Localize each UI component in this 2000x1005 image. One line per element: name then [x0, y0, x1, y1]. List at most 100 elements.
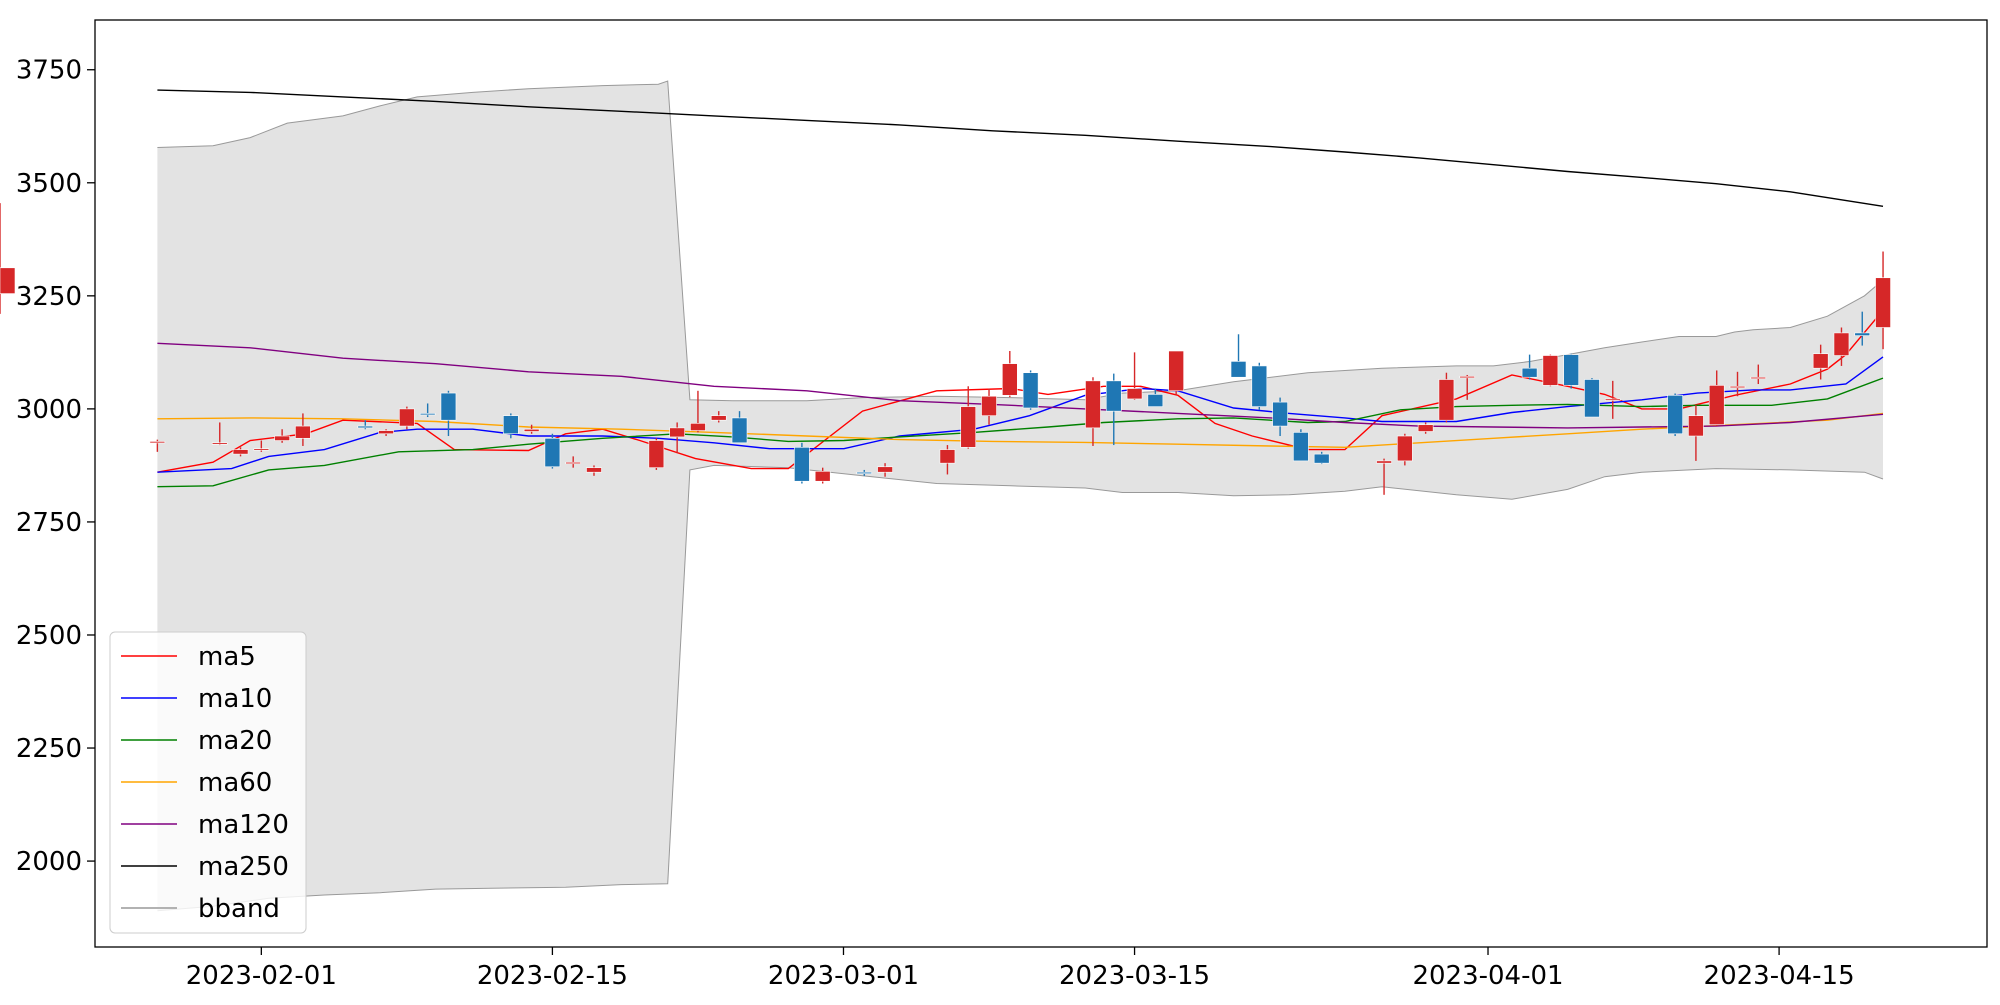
x-tick-label: 2023-03-01 — [768, 961, 919, 991]
candle — [856, 469, 873, 476]
candle-body — [1812, 353, 1829, 369]
candle-body — [0, 267, 16, 294]
candle — [523, 424, 540, 434]
candle — [1293, 429, 1309, 462]
candle-body — [1168, 350, 1184, 392]
candle — [149, 439, 166, 452]
legend-label-bband: bband — [198, 894, 280, 924]
candle — [544, 433, 561, 469]
candle — [669, 422, 685, 454]
bband-upper-line — [157, 80, 1884, 402]
candle — [960, 386, 977, 449]
candle-body — [1833, 332, 1850, 356]
y-tick-label: 2750 — [16, 508, 82, 538]
candle-body — [1667, 395, 1683, 435]
candle — [1417, 422, 1434, 434]
candle-body — [357, 425, 374, 429]
candle-body — [877, 466, 893, 473]
candle — [274, 429, 290, 443]
candle-body — [1313, 453, 1330, 464]
candle-body — [1604, 398, 1621, 401]
candle — [1085, 377, 1101, 446]
candle — [1542, 354, 1559, 387]
candle-body — [1438, 379, 1455, 421]
candle — [1168, 350, 1184, 396]
candle — [1147, 388, 1164, 407]
y-tick-label: 3750 — [16, 56, 82, 86]
candle — [295, 413, 311, 446]
candle — [253, 440, 270, 452]
candle — [565, 456, 581, 468]
bollinger-band — [157, 80, 1884, 912]
candle — [1584, 378, 1600, 418]
candle — [1875, 251, 1891, 350]
candle — [1438, 372, 1455, 423]
candle — [440, 390, 457, 437]
candle-body — [503, 415, 519, 435]
candle-body — [1688, 415, 1704, 437]
candle-body — [1126, 388, 1143, 400]
candle-body — [419, 413, 436, 416]
candle — [1022, 370, 1039, 410]
candle-body — [274, 435, 290, 441]
candle — [1230, 334, 1247, 378]
candle — [503, 413, 519, 439]
candle — [1688, 405, 1704, 461]
candle-body — [710, 415, 727, 421]
candle-body — [939, 449, 956, 464]
candle — [1563, 353, 1579, 389]
series-line-ma10 — [157, 356, 1884, 473]
candle-body — [731, 417, 748, 444]
candle-body — [253, 448, 270, 451]
candle-body — [669, 427, 685, 438]
legend: ma5 ma10 ma20 ma60 ma120 ma250 bband — [109, 631, 307, 934]
candle-body — [1854, 332, 1871, 336]
candle-body — [814, 470, 831, 482]
candle-body — [1459, 376, 1476, 379]
candle — [939, 445, 956, 475]
candle — [731, 411, 748, 444]
candle-body — [1002, 363, 1018, 396]
x-tick-label: 2023-04-15 — [1704, 961, 1855, 991]
x-axis: 2023-02-01 2023-02-15 2023-03-01 2023-03-15… — [186, 947, 1855, 991]
candle — [211, 422, 228, 446]
candle — [399, 406, 415, 430]
candle — [1126, 352, 1143, 400]
candle — [0, 203, 16, 314]
candle — [1251, 362, 1268, 410]
candle — [1002, 351, 1018, 398]
candle-body — [981, 395, 997, 416]
candle-body — [1147, 394, 1164, 407]
candle-body — [1521, 367, 1538, 378]
candle — [1376, 458, 1392, 495]
candle-body — [1708, 385, 1725, 426]
candle — [648, 438, 665, 470]
candle-body — [794, 447, 810, 482]
candle — [1708, 370, 1725, 427]
candle-body — [378, 430, 394, 435]
candle — [794, 442, 810, 484]
candle — [690, 390, 706, 433]
candle-body — [1105, 380, 1122, 412]
candle-body — [648, 440, 665, 468]
y-tick-label: 2500 — [16, 621, 82, 651]
candle-body — [544, 437, 561, 468]
y-tick-label: 3000 — [16, 395, 82, 425]
legend-label-ma60: ma60 — [198, 768, 272, 798]
candle-body — [690, 423, 706, 431]
legend-box — [109, 631, 307, 934]
candle-body — [1729, 385, 1746, 389]
candle-body — [440, 392, 457, 421]
candle-body — [1085, 380, 1101, 429]
candle-body — [211, 442, 228, 445]
candle — [1729, 371, 1746, 397]
legend-label-ma10: ma10 — [198, 684, 272, 714]
candle — [378, 429, 394, 437]
candle-body — [586, 467, 602, 473]
candle — [586, 465, 602, 476]
series-line-ma60 — [157, 412, 1884, 449]
candle-body — [856, 471, 873, 474]
x-tick-label: 2023-03-15 — [1059, 961, 1210, 991]
candle — [232, 447, 249, 457]
